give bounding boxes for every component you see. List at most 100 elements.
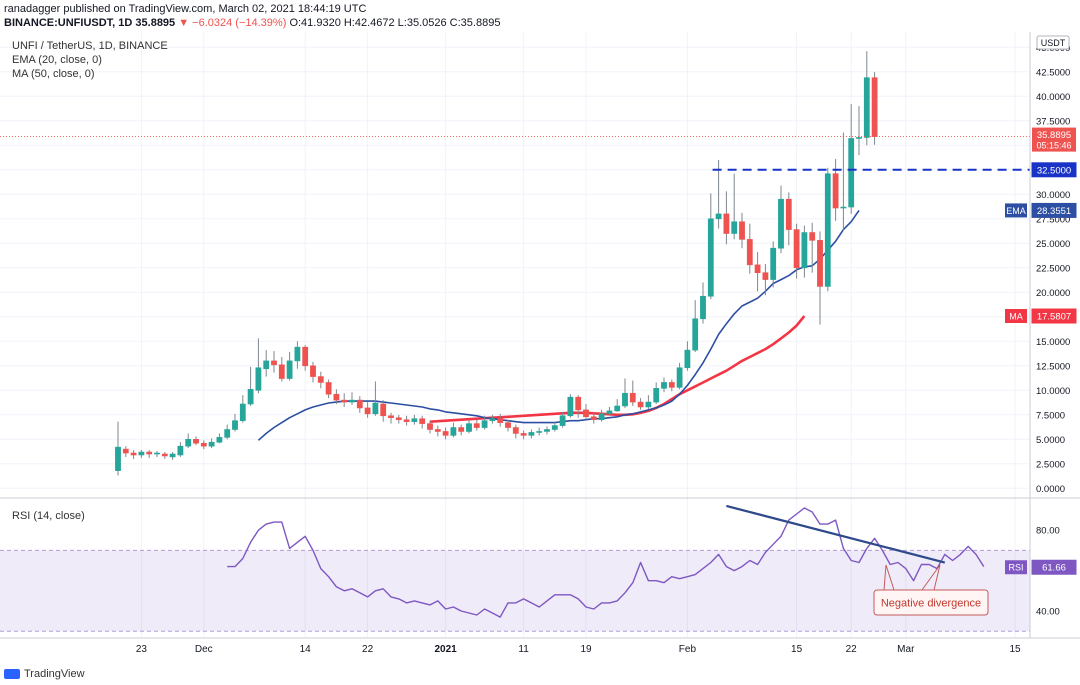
- grid: [0, 32, 1030, 638]
- candle-down: [356, 399, 363, 409]
- candle-down: [809, 232, 816, 241]
- currency-box: [1036, 35, 1070, 50]
- candle-up: [138, 451, 145, 456]
- candle-up: [286, 360, 293, 379]
- countdown-value: 05:15:46: [1036, 141, 1071, 151]
- candle-up: [489, 418, 496, 421]
- time-tick-label: 15: [1009, 644, 1021, 655]
- candle-down: [668, 382, 675, 388]
- rsi-badge-label: RSI: [1008, 563, 1023, 573]
- symbol: BINANCE:UNFIUSDT, 1D: [4, 17, 133, 29]
- candle-down: [458, 427, 465, 432]
- chart-frame: [0, 32, 1080, 639]
- candle-up: [255, 367, 262, 391]
- candle-down: [575, 396, 582, 411]
- legend-ma: MA (50, close, 0): [12, 68, 95, 80]
- rsi-14-line: [227, 507, 985, 618]
- candle-down: [629, 392, 636, 403]
- time-tick-label: 22: [362, 644, 374, 655]
- candle-down: [364, 407, 371, 415]
- candle-down: [723, 213, 730, 234]
- legend-ema: EMA (20, close, 0): [12, 54, 102, 66]
- candle-down: [333, 393, 340, 401]
- divergence-trendline: [726, 504, 946, 564]
- candle-up: [700, 295, 706, 320]
- time-tick-label: 23: [136, 644, 148, 655]
- candle-up: [778, 198, 784, 249]
- ma-badge-label: MA: [1009, 312, 1023, 322]
- candle-up: [208, 441, 215, 447]
- rsi-badge: RSI 61.66: [1005, 559, 1077, 575]
- annotation: Negative divergence: [726, 504, 989, 616]
- candle-up: [676, 367, 683, 388]
- candle-up: [481, 420, 488, 428]
- callout-pointer: [883, 564, 941, 591]
- candle-down: [512, 427, 519, 434]
- level-badge-value-bg: [1031, 162, 1077, 178]
- time-tick-label: Dec: [195, 644, 213, 655]
- candle-down: [817, 240, 823, 287]
- candle-up: [528, 432, 535, 436]
- candle-down: [793, 229, 800, 269]
- level-badge: 32.5000: [1031, 162, 1077, 178]
- candle-up: [598, 413, 605, 421]
- candle-up: [559, 415, 566, 426]
- ema-badge-value: 28.3551: [1037, 206, 1071, 217]
- candle-up: [824, 173, 831, 287]
- price-tick-label: 25.0000: [1036, 239, 1070, 250]
- candle-down: [146, 451, 153, 455]
- candle-up: [239, 403, 246, 421]
- candle-down: [427, 423, 433, 430]
- price-tick-label: 27.5000: [1036, 214, 1070, 225]
- last-price: 35.8895: [135, 17, 176, 29]
- rsi-band-fill: [0, 550, 1030, 632]
- price-tick-label: 5.0000: [1036, 435, 1065, 446]
- ema-line: [257, 209, 860, 441]
- candle-down: [278, 364, 285, 379]
- tradingview-logo[interactable]: TradingView: [4, 668, 85, 680]
- candle-up: [567, 396, 574, 417]
- candle-down: [871, 77, 878, 137]
- candle-up: [411, 418, 418, 422]
- time-tick-label: Mar: [897, 644, 915, 655]
- candle-down: [122, 448, 129, 454]
- symbol-ohlc-line: BINANCE:UNFIUSDT, 1D 35.8895 ▼ −6.0324 (…: [4, 17, 500, 29]
- candle-up: [169, 453, 176, 458]
- candle-up: [232, 420, 238, 430]
- candle-up: [863, 77, 870, 138]
- candle-up: [692, 318, 699, 351]
- candle-up: [247, 389, 254, 405]
- currency-label: USDT: [1041, 38, 1066, 48]
- candle-down: [497, 418, 504, 423]
- callout-box: [873, 589, 989, 616]
- candle-up: [177, 445, 184, 456]
- candle-down: [473, 423, 480, 428]
- callout-text: Negative divergence: [881, 598, 981, 610]
- candle-down: [832, 173, 839, 209]
- candle-up: [536, 431, 543, 433]
- candle-up: [115, 446, 121, 471]
- candle-down: [505, 422, 511, 428]
- candle-up: [544, 429, 550, 432]
- candle-down: [310, 365, 316, 377]
- level-badge-value: 32.5000: [1037, 165, 1071, 176]
- ma-badge-value-bg: [1031, 308, 1077, 324]
- last-price-badge-value: 35.8895: [1037, 130, 1071, 141]
- price-tick-label: 22.5000: [1036, 263, 1070, 274]
- candle-up: [466, 423, 472, 432]
- candle-down: [325, 382, 332, 395]
- price-tick-label: 37.5000: [1036, 116, 1070, 127]
- ma-badge: MA 17.5807: [1005, 308, 1077, 324]
- candle-down: [302, 346, 309, 367]
- candle-down: [161, 453, 168, 457]
- candle-up: [770, 247, 777, 280]
- candle-up: [551, 425, 558, 430]
- last-price-badge: [1032, 127, 1076, 152]
- candle-up: [840, 206, 847, 209]
- legend-rsi: RSI (14, close): [12, 510, 85, 522]
- candle-up: [653, 388, 660, 403]
- ema-20-line: [257, 209, 860, 441]
- candle-down: [739, 221, 745, 240]
